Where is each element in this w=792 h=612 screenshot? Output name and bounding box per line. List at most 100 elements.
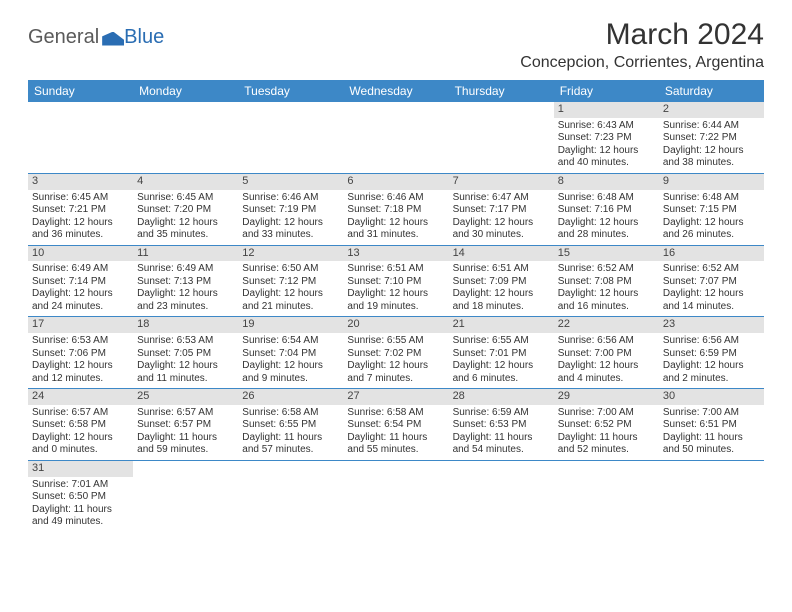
day-info-line: Daylight: 12 hours [558, 288, 655, 301]
day-info-line: Sunrise: 7:00 AM [558, 407, 655, 420]
day-cell: 8Sunrise: 6:48 AMSunset: 7:16 PMDaylight… [554, 174, 659, 245]
day-info-line: Sunset: 7:08 PM [558, 276, 655, 289]
day-number: 23 [659, 317, 764, 333]
day-cell: 21Sunrise: 6:55 AMSunset: 7:01 PMDayligh… [449, 317, 554, 388]
day-info-line: and 26 minutes. [663, 229, 760, 242]
day-number: 16 [659, 246, 764, 262]
day-cell: 15Sunrise: 6:52 AMSunset: 7:08 PMDayligh… [554, 246, 659, 317]
day-info-line: Sunrise: 6:53 AM [32, 335, 129, 348]
day-info-line: and 6 minutes. [453, 373, 550, 386]
day-cell: 18Sunrise: 6:53 AMSunset: 7:05 PMDayligh… [133, 317, 238, 388]
day-cell: 6Sunrise: 6:46 AMSunset: 7:18 PMDaylight… [343, 174, 448, 245]
day-number: 2 [659, 102, 764, 118]
day-cell: 27 Sunrise: 6:58 AMSunset: 6:54 PMDayligh… [343, 389, 448, 460]
day-cell [238, 461, 343, 532]
day-info-line: Daylight: 11 hours [347, 432, 444, 445]
day-info-line: and 2 minutes. [663, 373, 760, 386]
day-number: 20 [343, 317, 448, 333]
day-cell: 22Sunrise: 6:56 AMSunset: 7:00 PMDayligh… [554, 317, 659, 388]
day-number: 5 [238, 174, 343, 190]
day-info-line: Daylight: 12 hours [558, 145, 655, 158]
day-number: 30 [659, 389, 764, 405]
day-info-line: and 33 minutes. [242, 229, 339, 242]
day-cell: 19Sunrise: 6:54 AMSunset: 7:04 PMDayligh… [238, 317, 343, 388]
day-info-line: Sunset: 6:55 PM [242, 419, 339, 432]
day-info-line: and 30 minutes. [453, 229, 550, 242]
day-number: 18 [133, 317, 238, 333]
day-number: 17 [28, 317, 133, 333]
day-info-line: Sunrise: 6:47 AM [453, 192, 550, 205]
day-info-line: and 19 minutes. [347, 301, 444, 314]
day-info-line: and 36 minutes. [32, 229, 129, 242]
weekday-header: Saturday [659, 80, 764, 102]
day-info-line: and 38 minutes. [663, 157, 760, 170]
day-cell [449, 102, 554, 173]
day-info-line: Sunset: 7:18 PM [347, 204, 444, 217]
day-info-line: Sunset: 6:50 PM [32, 491, 129, 504]
day-info-line: and 28 minutes. [558, 229, 655, 242]
day-info-line: Daylight: 11 hours [137, 432, 234, 445]
day-number: 14 [449, 246, 554, 262]
day-info-line: Daylight: 12 hours [242, 360, 339, 373]
day-info-line: Sunrise: 6:52 AM [558, 263, 655, 276]
day-info-line: Sunrise: 6:55 AM [347, 335, 444, 348]
day-info-line: Daylight: 12 hours [137, 288, 234, 301]
day-info-line: and 49 minutes. [32, 516, 129, 529]
week-row: 10Sunrise: 6:49 AMSunset: 7:14 PMDayligh… [28, 246, 764, 318]
day-info-line: Sunrise: 6:56 AM [663, 335, 760, 348]
day-info-line: Sunrise: 6:50 AM [242, 263, 339, 276]
day-info-line: and 54 minutes. [453, 444, 550, 457]
day-number: 1 [554, 102, 659, 118]
month-title: March 2024 [520, 18, 764, 52]
day-info-line: Sunrise: 6:48 AM [558, 192, 655, 205]
day-info-line: Sunrise: 6:48 AM [663, 192, 760, 205]
day-info-line: Daylight: 12 hours [453, 360, 550, 373]
day-info-line: Sunset: 6:57 PM [137, 419, 234, 432]
day-info-line: Sunrise: 6:58 AM [347, 407, 444, 420]
location: Concepcion, Corrientes, Argentina [520, 54, 764, 72]
day-cell: 3Sunrise: 6:45 AMSunset: 7:21 PMDaylight… [28, 174, 133, 245]
day-info-line: Daylight: 12 hours [347, 288, 444, 301]
logo-text-blue: Blue [124, 26, 164, 49]
day-info-line: Daylight: 12 hours [663, 360, 760, 373]
day-cell [343, 102, 448, 173]
weekday-header: Tuesday [238, 80, 343, 102]
day-info-line: and 55 minutes. [347, 444, 444, 457]
day-info-line: Sunrise: 6:56 AM [558, 335, 655, 348]
day-info-line: Sunrise: 6:51 AM [453, 263, 550, 276]
day-number: 15 [554, 246, 659, 262]
day-cell: 24Sunrise: 6:57 AMSunset: 6:58 PMDayligh… [28, 389, 133, 460]
day-info-line: Sunrise: 6:58 AM [242, 407, 339, 420]
day-cell: 28Sunrise: 6:59 AMSunset: 6:53 PMDayligh… [449, 389, 554, 460]
day-info-line: Sunset: 7:16 PM [558, 204, 655, 217]
day-info-line: Sunrise: 6:44 AM [663, 120, 760, 133]
weekday-header: Sunday [28, 80, 133, 102]
day-info-line: Sunset: 6:51 PM [663, 419, 760, 432]
day-info-line: Sunset: 7:23 PM [558, 132, 655, 145]
day-info-line: Daylight: 11 hours [558, 432, 655, 445]
day-number: 4 [133, 174, 238, 190]
day-info-line: Sunset: 7:13 PM [137, 276, 234, 289]
day-info-line: Sunset: 7:02 PM [347, 348, 444, 361]
weekday-header: Friday [554, 80, 659, 102]
day-cell: 26Sunrise: 6:58 AMSunset: 6:55 PMDayligh… [238, 389, 343, 460]
day-info-line: Sunset: 6:54 PM [347, 419, 444, 432]
day-info-line: Daylight: 12 hours [347, 217, 444, 230]
day-info-line: and 4 minutes. [558, 373, 655, 386]
day-info-line: and 11 minutes. [137, 373, 234, 386]
day-cell: 10Sunrise: 6:49 AMSunset: 7:14 PMDayligh… [28, 246, 133, 317]
day-info-line: Sunset: 7:21 PM [32, 204, 129, 217]
day-cell [133, 102, 238, 173]
day-info-line: and 0 minutes. [32, 444, 129, 457]
day-number: 27 [343, 389, 448, 405]
day-info-line: Daylight: 12 hours [558, 217, 655, 230]
day-cell [343, 461, 448, 532]
weekday-header: Wednesday [343, 80, 448, 102]
week-row: 1Sunrise: 6:43 AMSunset: 7:23 PMDaylight… [28, 102, 764, 174]
day-info-line: Daylight: 12 hours [32, 288, 129, 301]
day-info-line: Sunrise: 6:59 AM [453, 407, 550, 420]
day-info-line: Sunset: 7:19 PM [242, 204, 339, 217]
day-cell [238, 102, 343, 173]
day-info-line: Daylight: 12 hours [558, 360, 655, 373]
day-info-line: Daylight: 11 hours [242, 432, 339, 445]
